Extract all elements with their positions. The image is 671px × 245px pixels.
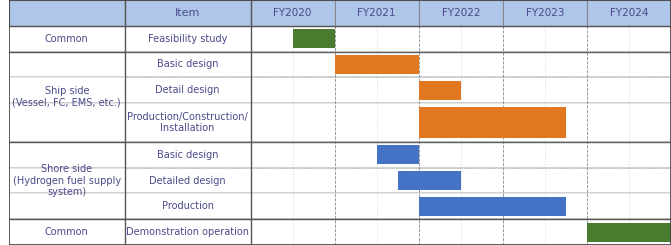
Bar xyxy=(398,171,461,190)
Bar xyxy=(9,193,671,219)
Bar xyxy=(376,145,419,164)
Text: Production: Production xyxy=(162,201,213,211)
Text: Detailed design: Detailed design xyxy=(149,175,226,185)
Bar xyxy=(9,0,125,26)
Text: Common: Common xyxy=(45,227,89,237)
Bar xyxy=(293,29,335,48)
Bar xyxy=(335,55,419,74)
Text: Production/Construction/
Installation: Production/Construction/ Installation xyxy=(127,112,248,133)
Text: FY2022: FY2022 xyxy=(442,8,480,18)
Text: Common: Common xyxy=(45,34,89,44)
Text: Item: Item xyxy=(175,8,200,18)
Text: FY2021: FY2021 xyxy=(358,8,396,18)
Bar xyxy=(9,219,671,245)
Bar xyxy=(9,103,671,142)
Bar xyxy=(587,0,671,26)
Bar xyxy=(125,0,250,26)
Bar xyxy=(9,77,671,103)
Text: FY2024: FY2024 xyxy=(610,8,648,18)
Bar xyxy=(503,0,587,26)
Text: Ship side
(Vessel, FC, EMS, etc.): Ship side (Vessel, FC, EMS, etc.) xyxy=(13,86,121,108)
Bar xyxy=(419,0,503,26)
Bar xyxy=(9,168,671,193)
Bar xyxy=(9,26,671,52)
Bar xyxy=(9,142,671,168)
Bar xyxy=(9,52,671,77)
Text: FY2023: FY2023 xyxy=(525,8,564,18)
Text: Basic design: Basic design xyxy=(157,150,218,160)
Bar xyxy=(335,0,419,26)
Bar xyxy=(250,0,335,26)
Text: Basic design: Basic design xyxy=(157,60,218,70)
Bar xyxy=(587,222,671,242)
Text: Feasibility study: Feasibility study xyxy=(148,34,227,44)
Text: Demonstration operation: Demonstration operation xyxy=(126,227,249,237)
Bar xyxy=(419,107,566,138)
Text: Shore side
(Hydrogen fuel supply
system): Shore side (Hydrogen fuel supply system) xyxy=(13,164,121,197)
Bar xyxy=(419,197,566,216)
Text: FY2020: FY2020 xyxy=(273,8,312,18)
Bar xyxy=(419,81,461,100)
Text: Detail design: Detail design xyxy=(156,85,220,95)
